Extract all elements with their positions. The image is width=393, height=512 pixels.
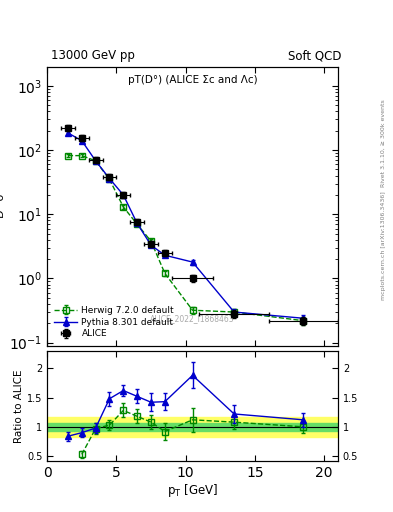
X-axis label: p$_\mathrm{T}$ [GeV]: p$_\mathrm{T}$ [GeV] [167,482,218,499]
Text: Rivet 3.1.10, ≥ 300k events: Rivet 3.1.10, ≥ 300k events [381,99,386,187]
Bar [47,423,338,431]
Y-axis label: D° σ: D° σ [0,194,6,218]
Text: pT(D°) (ALICE Σc and Λc): pT(D°) (ALICE Σc and Λc) [128,75,257,85]
Bar [47,417,338,437]
Text: Soft QCD: Soft QCD [288,50,342,62]
Text: mcplots.cern.ch [arXiv:1306.3436]: mcplots.cern.ch [arXiv:1306.3436] [381,191,386,300]
Text: ALICE_2022_I1868463: ALICE_2022_I1868463 [150,314,235,323]
Y-axis label: Ratio to ALICE: Ratio to ALICE [14,369,24,442]
Legend: Herwig 7.2.0 default, Pythia 8.301 default, ALICE: Herwig 7.2.0 default, Pythia 8.301 defau… [51,303,177,341]
Text: 13000 GeV pp: 13000 GeV pp [51,50,135,62]
